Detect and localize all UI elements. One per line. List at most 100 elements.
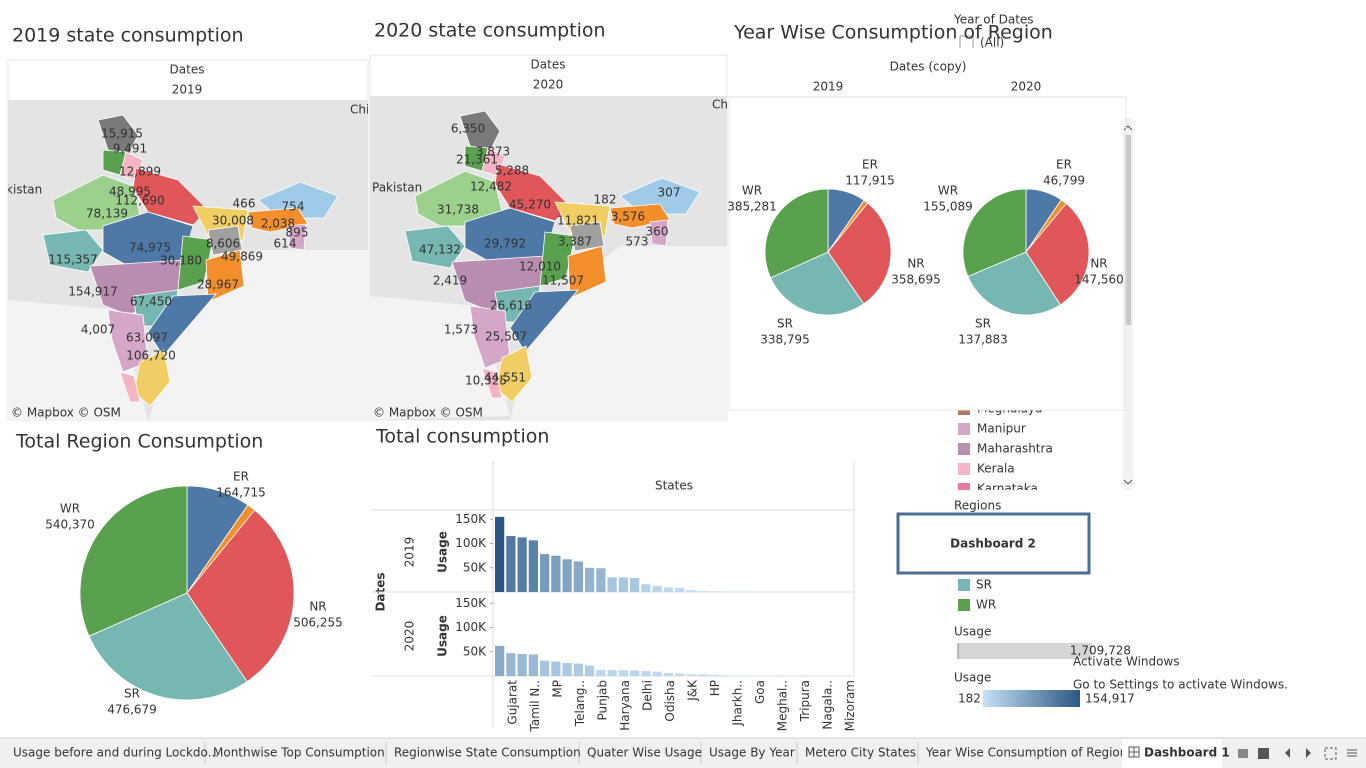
bar xyxy=(618,670,628,676)
bar xyxy=(663,672,673,676)
button-frame[interactable] xyxy=(896,512,1091,575)
map-label: 1,573 xyxy=(444,323,478,337)
x-tick-label: J&K xyxy=(685,679,699,702)
color-legend-min: 182 xyxy=(958,692,981,706)
state-legend: MeghalayaManipurMaharashtraKeralaKarnata… xyxy=(958,402,1053,490)
map-label: 12,482 xyxy=(470,180,512,194)
tab-label[interactable]: Monthwise Top Consumption xyxy=(213,746,385,760)
tab-label[interactable]: Metero City States xyxy=(805,746,916,760)
bar xyxy=(652,671,662,676)
map-label: 8,606 xyxy=(206,237,240,251)
map-label: 28,967 xyxy=(197,278,239,292)
column-header: Dates (copy) xyxy=(890,60,967,74)
pie-category: WR xyxy=(938,184,958,198)
map-label: 182 xyxy=(594,193,617,207)
state-shape xyxy=(119,371,141,403)
map-label: 47,132 xyxy=(419,243,461,257)
state-shape xyxy=(287,223,307,251)
state-shape xyxy=(207,225,243,256)
tab-label[interactable]: Regionwise State Consumption xyxy=(394,746,581,760)
legend-title: Regions xyxy=(954,499,1001,513)
state-shape xyxy=(459,110,501,152)
state-shape xyxy=(567,245,607,299)
pie-slice xyxy=(764,188,829,279)
legend-label: WR xyxy=(976,598,996,612)
state-shape xyxy=(481,367,503,399)
map-label: 466 xyxy=(233,197,256,211)
map-label: 754 xyxy=(282,200,305,214)
tab-label[interactable]: Quater Wise Usage xyxy=(587,746,702,760)
state-shape xyxy=(404,225,466,269)
sheet-title: 2019 state consumption xyxy=(12,25,244,47)
filter-option[interactable]: (All) xyxy=(980,36,1004,50)
tab-label[interactable]: Usage before and during Lockdo... xyxy=(13,746,219,760)
column-value: 2020 xyxy=(533,78,564,92)
y-tick-label: 150K xyxy=(455,596,487,610)
bar xyxy=(697,674,707,676)
tab-label[interactable]: Usage By Year xyxy=(709,746,795,760)
state-shape xyxy=(649,219,669,247)
bar xyxy=(708,674,718,676)
x-tick-label: Delhi xyxy=(640,680,654,711)
size-legend-label: 1,709,728 xyxy=(1070,644,1131,658)
pie-category: ER xyxy=(233,470,249,484)
pie-slice xyxy=(962,188,1027,277)
bar xyxy=(540,660,550,676)
pie: ER 164,715 NR 506,255 SR 476,679 WR 540,370 xyxy=(45,470,343,717)
bar xyxy=(573,663,583,676)
pie-value: 540,370 xyxy=(45,518,95,532)
x-tick-label: Goa xyxy=(753,680,767,704)
axis-title: Usage xyxy=(436,531,450,573)
bar xyxy=(573,561,583,592)
tab-nav-icon[interactable] xyxy=(1347,749,1357,757)
place-label: China xyxy=(350,103,384,117)
bar xyxy=(506,653,516,676)
tab-nav-icon[interactable] xyxy=(1238,749,1248,758)
bar xyxy=(562,559,572,592)
legend-label: Maharashtra xyxy=(977,442,1053,456)
tab-label[interactable]: Dashboard 1 xyxy=(1144,746,1230,760)
bar xyxy=(630,670,640,676)
y-tick-label: 50K xyxy=(463,644,487,658)
pie-slice xyxy=(79,485,188,637)
size-legend-bar xyxy=(958,643,1092,659)
map-label: 3,387 xyxy=(558,235,592,249)
bar xyxy=(641,670,651,676)
button-label[interactable]: Dashboard 2 xyxy=(950,537,1036,551)
sheet-title: Year Wise Consumption of Region xyxy=(733,22,1053,44)
state-shape xyxy=(539,231,576,287)
map-label: 45,270 xyxy=(509,198,551,212)
legend-swatch xyxy=(958,463,970,475)
tab-nav-icon[interactable] xyxy=(1324,747,1337,760)
bar xyxy=(663,587,673,592)
state-shape xyxy=(469,305,511,369)
map-credit: © Mapbox © OSM xyxy=(11,406,121,420)
pie-category: WR xyxy=(60,502,80,516)
map-label: 12,010 xyxy=(519,260,561,274)
map-label: 360 xyxy=(646,225,669,239)
pie-category: NR xyxy=(1090,257,1107,271)
tab-nav-icon[interactable] xyxy=(1285,748,1290,758)
tab-nav-icon[interactable] xyxy=(1306,748,1311,758)
tab-label[interactable]: Year Wise Consumption of Region xyxy=(925,746,1127,760)
pie-value: 385,281 xyxy=(727,200,777,214)
bar xyxy=(551,661,561,676)
tab-nav-icon[interactable] xyxy=(1258,748,1269,759)
column-value: 2020 xyxy=(1011,80,1042,94)
pie-value: 476,679 xyxy=(107,703,157,717)
state-shape xyxy=(97,114,139,156)
bar xyxy=(596,568,606,592)
bar xyxy=(540,554,550,592)
x-tick-label: MP xyxy=(550,680,564,698)
bar xyxy=(517,537,527,592)
pie-category: ER xyxy=(862,158,878,172)
x-tick-label: Tamil N.. xyxy=(528,680,542,732)
y-tick-label: 150K xyxy=(455,512,487,526)
map-label: 49,869 xyxy=(221,250,263,264)
bar xyxy=(596,669,606,676)
map-label: 11,821 xyxy=(557,214,599,228)
pie-value: 147,560 xyxy=(1074,273,1124,287)
bar xyxy=(495,645,505,676)
